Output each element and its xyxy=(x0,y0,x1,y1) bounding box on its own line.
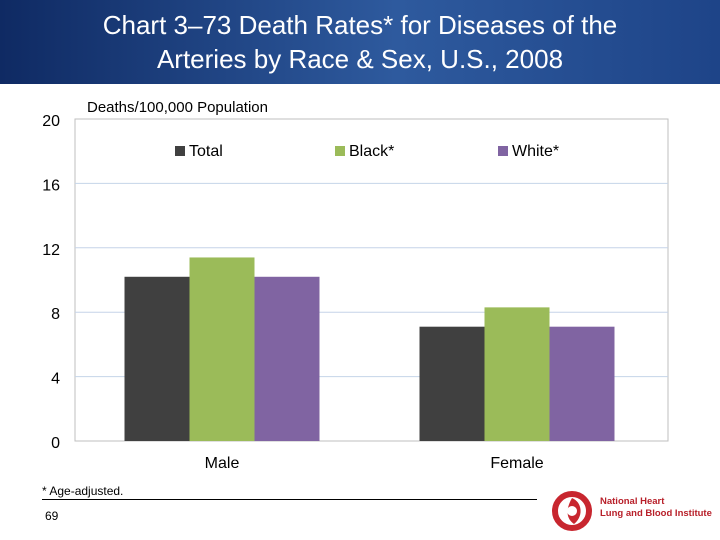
x-category-label: Female xyxy=(490,455,543,472)
y-tick-label: 4 xyxy=(51,371,60,388)
y-tick-label: 12 xyxy=(42,242,60,259)
chart-area: 0 4 8 12 16 20 Deaths/100,000 Population Male Fe… xyxy=(0,84,720,484)
bar-chart: 0 4 8 12 16 20 Deaths/100,000 Population Male Fe… xyxy=(42,99,669,472)
title-line-2: Arteries by Race & Sex, U.S., 2008 xyxy=(156,44,564,74)
legend-swatch xyxy=(498,146,508,156)
page-number: 69 xyxy=(45,509,59,523)
logo-text: National Heart Lung and Blood Institute xyxy=(600,496,712,520)
footnote: * Age-adjusted. xyxy=(42,484,537,500)
bar-total xyxy=(124,276,190,441)
title-line-1: Chart 3–73 Death Rates* for Diseases of … xyxy=(102,10,618,40)
y-tick-label: 16 xyxy=(42,177,60,194)
bar-black xyxy=(189,257,255,441)
y-tick-label: 0 xyxy=(51,435,60,452)
legend-swatch xyxy=(175,146,185,156)
legend-label: Black* xyxy=(349,143,394,160)
page-title: Chart 3–73 Death Rates* for Diseases of … xyxy=(20,8,700,76)
legend-label: Total xyxy=(189,143,223,160)
bar-white xyxy=(254,276,320,441)
legend-swatch xyxy=(335,146,345,156)
nhlbi-logo: National Heart Lung and Blood Institute xyxy=(552,490,712,532)
bar-black xyxy=(484,307,550,441)
title-banner xyxy=(0,0,720,84)
bar-total xyxy=(419,326,485,441)
nhlbi-logo-icon xyxy=(552,491,592,531)
logo-line-1: National Heart xyxy=(600,496,665,507)
bar-white xyxy=(549,326,615,441)
y-axis-label: Deaths/100,000 Population xyxy=(87,99,268,116)
y-tick-label: 20 xyxy=(42,113,60,130)
legend-label: White* xyxy=(512,143,559,160)
y-tick-label: 8 xyxy=(51,306,60,323)
x-category-label: Male xyxy=(205,455,240,472)
logo-line-2: Lung and Blood Institute xyxy=(600,508,712,519)
